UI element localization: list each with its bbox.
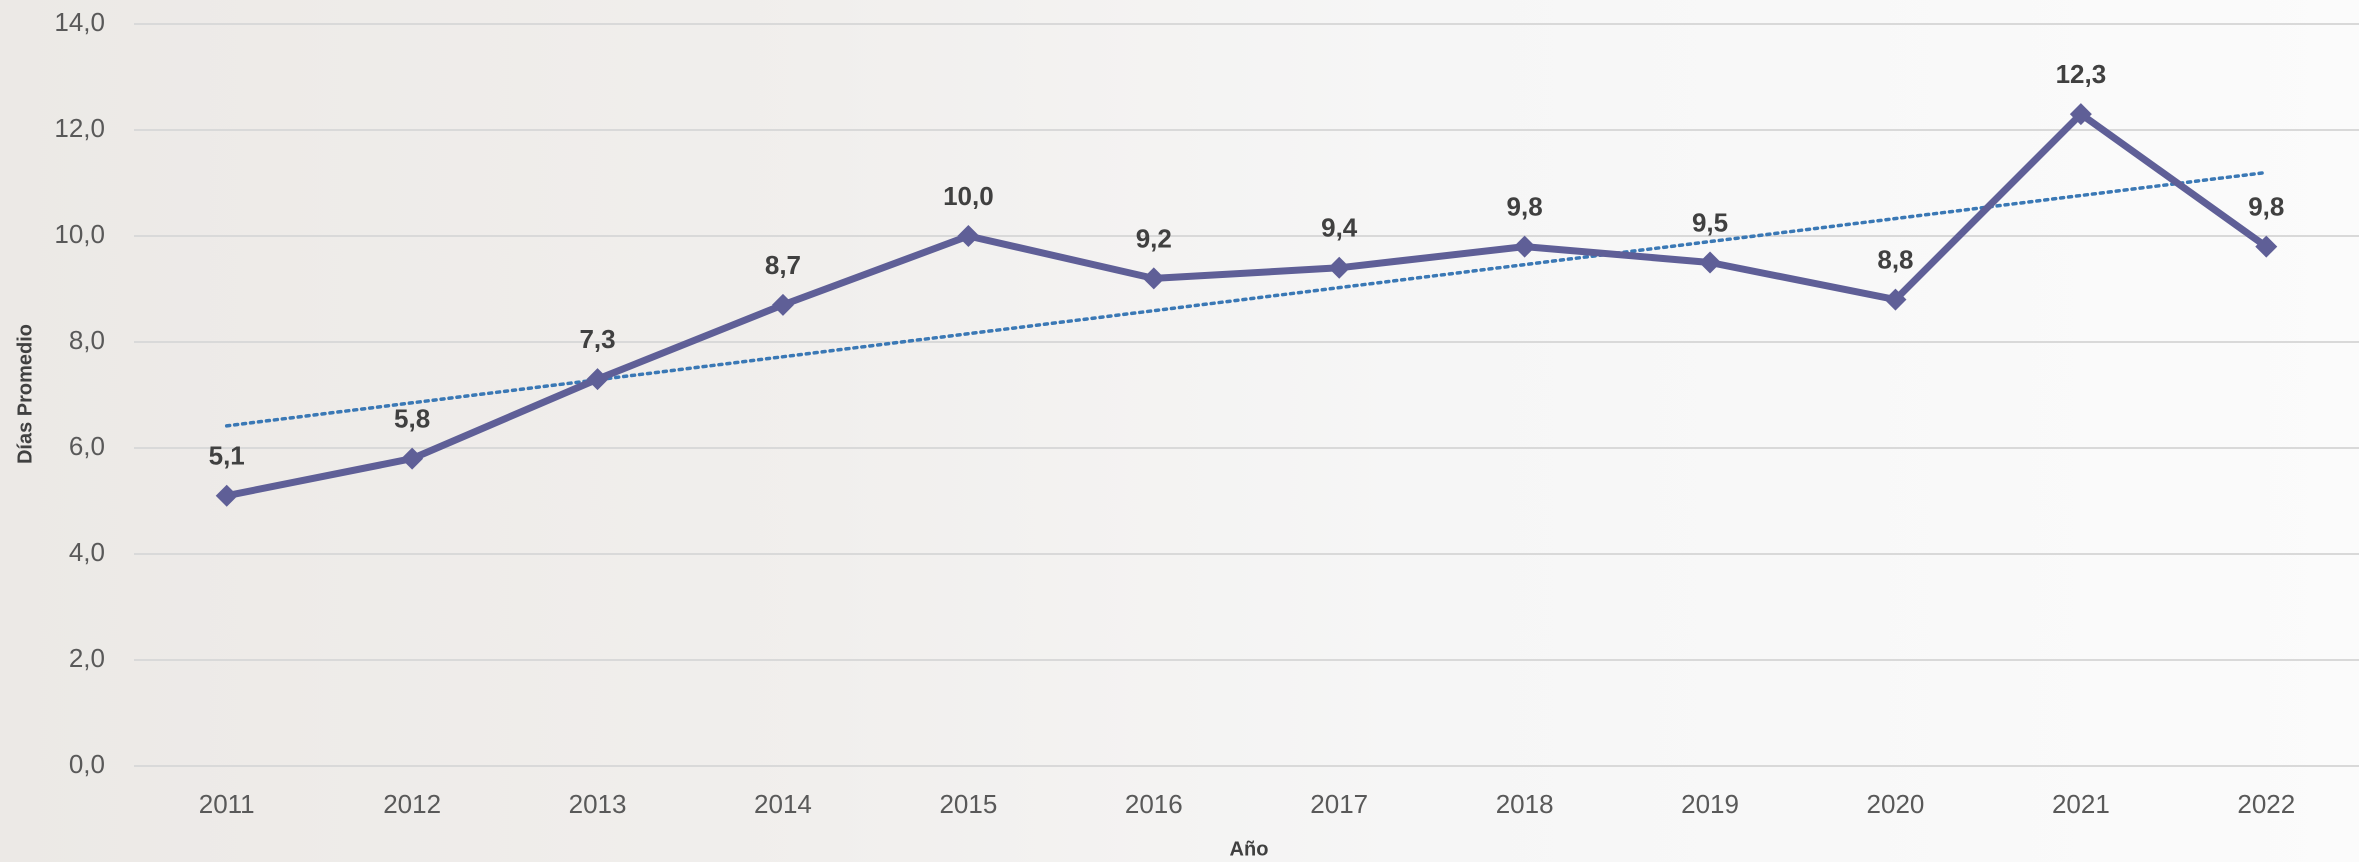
data-label: 9,8 (2248, 191, 2284, 221)
data-point (1513, 235, 1536, 258)
data-point (2255, 235, 2278, 258)
y-tick-label: 2,0 (69, 643, 105, 673)
data-point (1699, 251, 1722, 274)
x-tick-label: 2018 (1496, 789, 1554, 819)
y-tick-label: 0,0 (69, 749, 105, 779)
data-point (215, 484, 238, 507)
data-point (1328, 256, 1351, 279)
y-tick-label: 6,0 (69, 431, 105, 461)
data-label: 9,8 (1507, 191, 1543, 221)
data-label: 9,4 (1321, 213, 1358, 243)
x-tick-label: 2020 (1867, 789, 1925, 819)
y-tick-label: 12,0 (54, 113, 105, 143)
x-tick-label: 2019 (1681, 789, 1739, 819)
data-point (401, 447, 424, 470)
data-label: 8,7 (765, 250, 801, 280)
data-point (1142, 267, 1165, 290)
y-tick-label: 14,0 (54, 7, 105, 37)
x-tick-label: 2014 (754, 789, 812, 819)
data-point (957, 225, 980, 247)
data-label: 12,3 (2056, 59, 2107, 89)
x-tick-label: 2021 (2052, 789, 2110, 819)
x-tick-label: 2011 (199, 789, 255, 819)
x-tick-label: 2016 (1125, 789, 1183, 819)
y-tick-label: 4,0 (69, 537, 105, 567)
data-label: 9,5 (1692, 207, 1728, 237)
trendline (224, 170, 2269, 428)
data-line (226, 110, 2269, 500)
data-point (1884, 288, 1907, 311)
data-label: 5,8 (394, 403, 430, 433)
y-tick-label: 10,0 (54, 219, 105, 249)
data-point (771, 293, 794, 316)
x-tick-label: 2013 (569, 789, 627, 819)
x-axis-title: Año (1230, 838, 1269, 860)
data-label: 10,0 (943, 181, 994, 211)
data-label: 5,1 (209, 441, 245, 471)
data-label: 8,8 (1877, 244, 1913, 274)
y-axis-title: Días Promedio (14, 324, 36, 464)
x-tick-label: 2015 (939, 789, 997, 819)
x-tick-label: 2012 (383, 789, 441, 819)
data-point (2069, 103, 2092, 126)
data-label: 7,3 (579, 324, 615, 354)
x-tick-label: 2017 (1310, 789, 1368, 819)
data-point (586, 368, 609, 391)
x-tick-label: 2022 (2237, 789, 2295, 819)
y-tick-label: 8,0 (69, 325, 105, 355)
data-label: 9,2 (1136, 223, 1172, 253)
